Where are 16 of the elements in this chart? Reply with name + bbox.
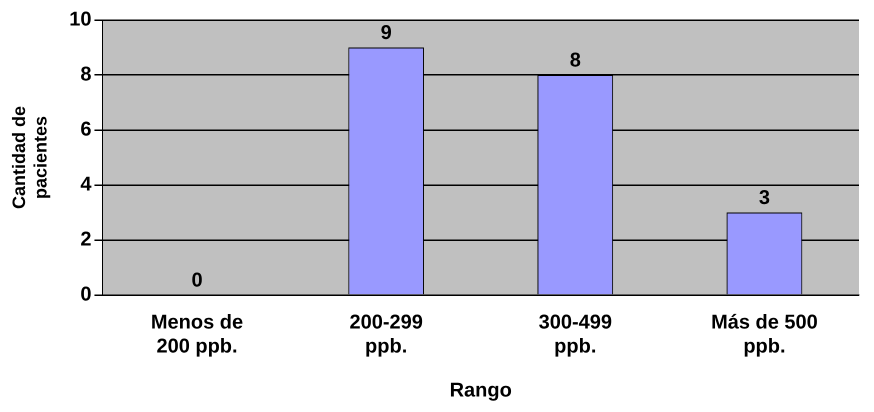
y-tick-label: 6 xyxy=(80,118,92,141)
y-tick-label: 10 xyxy=(69,8,92,31)
y-tick-label: 0 xyxy=(80,284,92,306)
x-tick-label: 200-299 ppb. xyxy=(349,312,423,358)
x-tick-label: 300-499 ppb. xyxy=(538,312,612,358)
data-label: 9 xyxy=(380,22,392,44)
data-label: 0 xyxy=(191,270,203,292)
data-label: 3 xyxy=(758,187,770,210)
x-axis-title: Rango xyxy=(450,380,512,402)
y-axis-title: Cantidad de pacientes xyxy=(8,106,50,210)
y-tick-label: 4 xyxy=(80,174,92,196)
x-tick-label: Menos de 200 ppb. xyxy=(150,312,244,358)
data-label: 8 xyxy=(570,50,581,72)
y-tick-label: 2 xyxy=(80,228,92,251)
y-tick-label: 8 xyxy=(80,64,92,86)
x-tick-label: Más de 500 ppb. xyxy=(711,312,818,358)
